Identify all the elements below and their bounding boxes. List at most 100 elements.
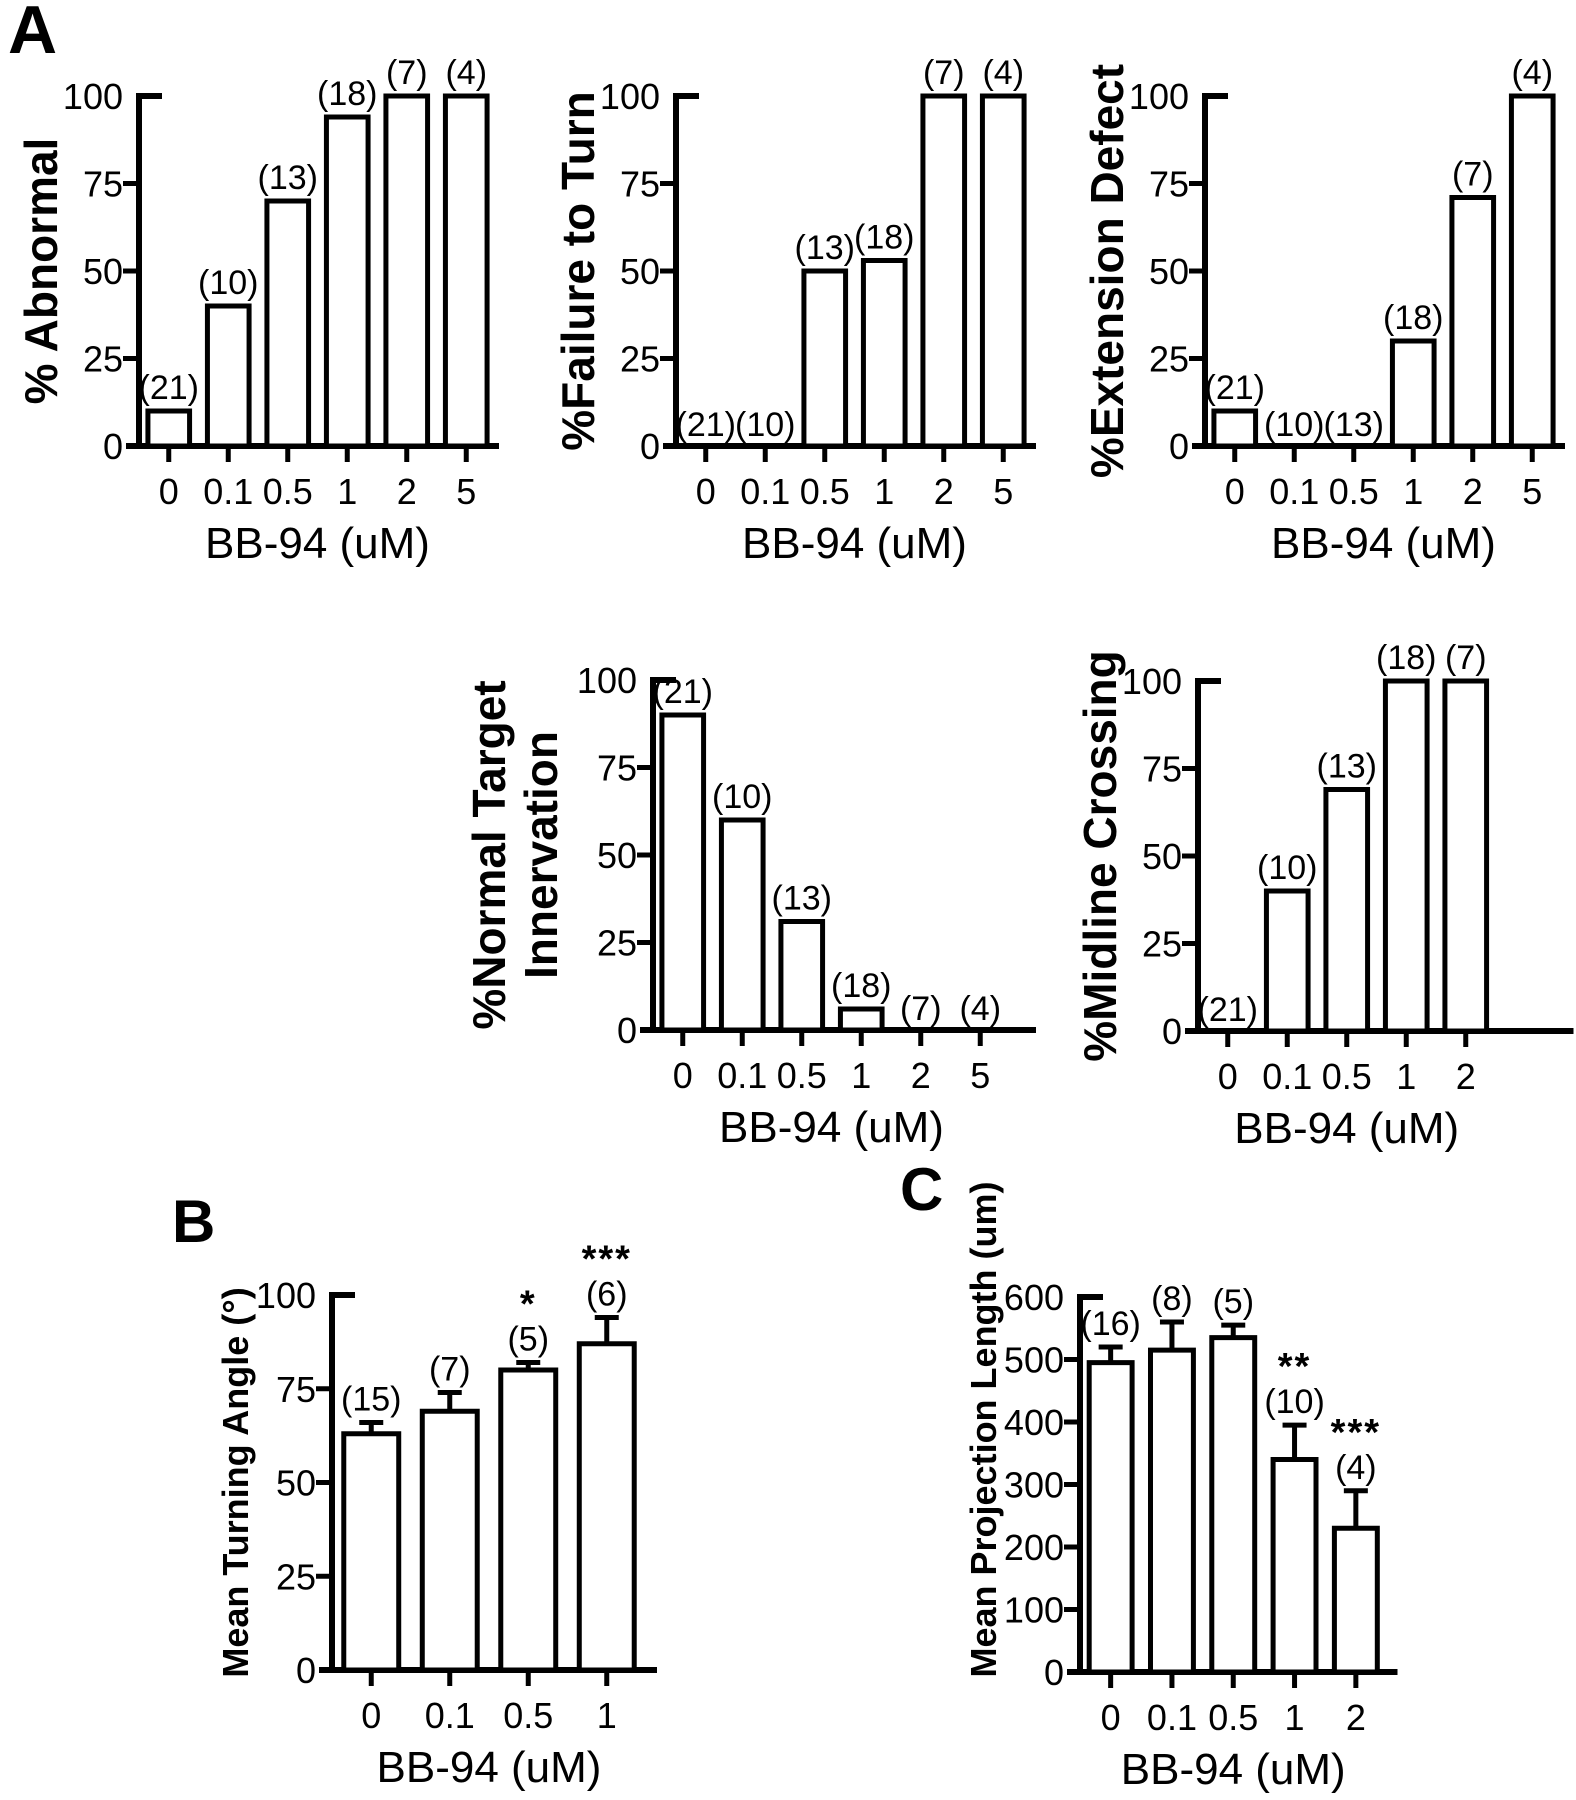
x-tick-label: 5	[993, 471, 1013, 512]
y-tick-label: 25	[1142, 924, 1182, 965]
x-axis-title: BB-94 (uM)	[719, 1103, 944, 1152]
y-tick-label: 100	[1122, 661, 1182, 702]
x-axis-title: BB-94 (uM)	[205, 519, 430, 568]
x-tick-label: 0.5	[503, 1695, 553, 1736]
x-tick-label: 2	[397, 471, 417, 512]
y-tick-label: 75	[1142, 749, 1182, 790]
x-tick-label: 0.5	[800, 471, 850, 512]
bar-count-label: (10)	[735, 406, 795, 444]
y-tick-label: 50	[620, 251, 660, 292]
y-tick-label: 0	[296, 1650, 316, 1691]
bar	[659, 712, 707, 1033]
bar-count-label: (21)	[139, 369, 199, 407]
bar	[1442, 678, 1490, 1034]
y-tick-label: 100	[63, 76, 123, 117]
x-tick-label: 2	[1463, 471, 1483, 512]
y-axis-title: Mean Projection Length (um)	[963, 1181, 1004, 1677]
y-tick-label: 500	[1004, 1340, 1064, 1381]
y-tick-label: 50	[1149, 251, 1189, 292]
bar-count-label: (6)	[586, 1276, 628, 1314]
bar	[778, 919, 826, 1033]
error-bar	[516, 1360, 541, 1370]
y-tick-label: 25	[1149, 339, 1189, 380]
bar	[1389, 338, 1437, 449]
bar	[264, 198, 312, 449]
x-tick-label: 5	[970, 1055, 990, 1096]
bar-count-label: (10)	[712, 778, 772, 816]
y-tick-label: 200	[1004, 1527, 1064, 1568]
x-tick-label: 1	[1396, 1056, 1416, 1097]
y-tick-label: 25	[276, 1556, 316, 1597]
y-tick-label: 50	[1142, 836, 1182, 877]
bar-count-label: (21)	[1205, 369, 1265, 407]
bar	[145, 408, 193, 449]
chart-projection_length: 0 100 200 300 400 500 600 0 (16) 0.1 (8) 0.5 (5) 1 (10…	[963, 1181, 1398, 1794]
y-tick-label: 0	[1162, 1011, 1182, 1052]
bar-count-label: (18)	[854, 219, 914, 257]
y-tick-label: 100	[256, 1275, 316, 1316]
y-tick-label: 75	[83, 164, 123, 205]
error-bar	[1221, 1322, 1246, 1338]
x-tick-label: 0.1	[740, 471, 790, 512]
bar-count-label: (4)	[959, 990, 1001, 1028]
error-bar	[1098, 1344, 1123, 1363]
x-tick-label: 2	[1346, 1697, 1366, 1738]
x-tick-label: 5	[456, 471, 476, 512]
bar-count-label: (10)	[1264, 1383, 1324, 1421]
bar	[1147, 1347, 1196, 1675]
bar	[1211, 408, 1259, 449]
x-tick-label: 0.5	[1208, 1697, 1258, 1738]
error-bar	[359, 1420, 384, 1434]
error-bar	[1282, 1422, 1307, 1460]
x-tick-label: 0.1	[425, 1695, 475, 1736]
x-axis-title: BB-94 (uM)	[1271, 519, 1496, 568]
x-tick-label: 0	[696, 471, 716, 512]
x-tick-label: 0	[159, 471, 179, 512]
y-axis-title: % Abnormal	[15, 138, 67, 405]
y-tick-label: 25	[83, 339, 123, 380]
x-axis-title: BB-94 (uM)	[742, 519, 967, 568]
bar-count-label: (18)	[317, 75, 377, 113]
bar	[718, 817, 766, 1033]
y-tick-label: 75	[620, 164, 660, 205]
bar-count-label: (16)	[1080, 1305, 1140, 1343]
bar-count-label: (13)	[795, 229, 855, 267]
significance-stars: **	[1278, 1346, 1312, 1388]
x-tick-label: 1	[1403, 471, 1423, 512]
bar-count-label: (4)	[982, 54, 1024, 92]
bar-count-label: (8)	[1151, 1280, 1193, 1318]
x-tick-label: 1	[597, 1695, 617, 1736]
x-tick-label: 1	[1285, 1697, 1305, 1738]
y-axis-title: %Extension Defect	[1081, 64, 1133, 478]
x-tick-label: 1	[874, 471, 894, 512]
bar	[1270, 1457, 1319, 1675]
y-axis-title: Mean Turning Angle (°)	[215, 1287, 256, 1677]
chart-normal_target_innervation: 0 25 50 75 100 0 (21) 0.1 (10) 0.5 (13) 1 (18) 2 (7) 5 (…	[463, 660, 1036, 1152]
bar	[204, 303, 252, 449]
error-bar	[594, 1315, 619, 1344]
bar-count-label: (4)	[445, 54, 487, 92]
bar	[1086, 1360, 1135, 1675]
bar	[442, 93, 490, 449]
y-axis-title: Innervation	[515, 731, 567, 979]
x-tick-label: 0.1	[1262, 1056, 1312, 1097]
bar-count-label: (7)	[923, 54, 965, 92]
axes	[1185, 678, 1574, 1034]
bar	[341, 1431, 402, 1673]
y-tick-label: 100	[1129, 76, 1189, 117]
y-axis-title: %Failure to Turn	[552, 91, 604, 451]
bar-count-label: (5)	[507, 1321, 549, 1359]
bar	[1323, 787, 1371, 1034]
x-tick-label: 2	[1456, 1056, 1476, 1097]
bar	[1382, 678, 1430, 1034]
y-tick-label: 300	[1004, 1465, 1064, 1506]
bar	[979, 93, 1027, 449]
bar	[1209, 1335, 1258, 1675]
bar	[498, 1367, 559, 1673]
x-axis-title: BB-94 (uM)	[1234, 1104, 1459, 1153]
bar-count-label: (18)	[1376, 639, 1436, 677]
error-bar	[437, 1390, 462, 1412]
bar-count-label: (21)	[1198, 991, 1258, 1029]
panel-label-a: A	[8, 0, 58, 68]
